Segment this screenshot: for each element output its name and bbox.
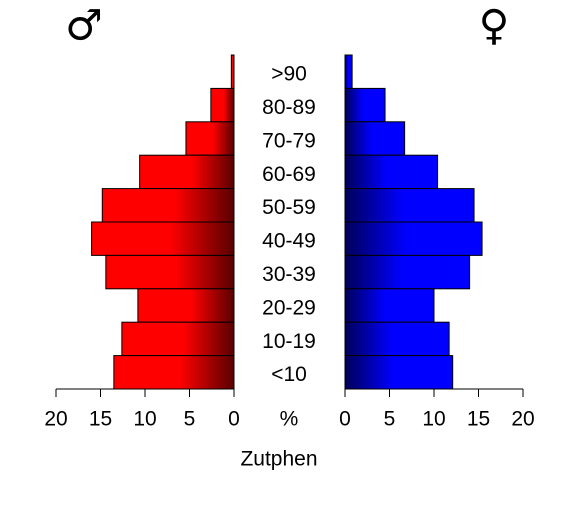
x-tick-label: 20 xyxy=(44,408,67,431)
bar xyxy=(121,321,235,357)
bar xyxy=(344,254,471,290)
x-tick-label: 20 xyxy=(511,408,534,431)
legend-symbol: ♂ xyxy=(65,1,103,50)
legend-symbol: ♀ xyxy=(479,1,510,50)
bar xyxy=(137,288,235,323)
bar xyxy=(344,321,450,357)
category-label: 40-49 xyxy=(262,230,316,253)
category-label: 30-39 xyxy=(262,263,316,286)
category-label: >90 xyxy=(271,63,307,86)
bar xyxy=(113,355,235,390)
bar xyxy=(344,288,435,323)
x-tick-label: 0 xyxy=(228,408,240,431)
axis-label: % xyxy=(280,408,299,431)
bar xyxy=(344,355,454,390)
category-label: 10-19 xyxy=(262,330,316,353)
bar xyxy=(91,221,235,256)
x-tick-label: 15 xyxy=(467,408,490,431)
category-label: 80-89 xyxy=(262,96,316,119)
bar xyxy=(344,154,439,190)
bar xyxy=(344,221,483,256)
x-tick-label: 0 xyxy=(339,408,351,431)
x-tick-label: 5 xyxy=(384,408,396,431)
category-label: 70-79 xyxy=(262,129,316,152)
category-label: 60-69 xyxy=(262,163,316,186)
bar xyxy=(139,154,235,190)
bar xyxy=(344,121,406,156)
x-tick-label: 15 xyxy=(89,408,112,431)
bar xyxy=(344,54,353,89)
category-label: <10 xyxy=(271,363,307,386)
bar xyxy=(185,121,235,156)
bar xyxy=(105,254,235,290)
bar xyxy=(344,188,475,223)
x-tick-label: 10 xyxy=(422,408,445,431)
bar xyxy=(101,188,235,223)
x-tick-label: 10 xyxy=(133,408,156,431)
category-label: 20-29 xyxy=(262,296,316,319)
chart-title: Zutphen xyxy=(240,448,317,471)
category-label: 50-59 xyxy=(262,196,316,219)
bar xyxy=(230,54,235,89)
x-tick-label: 5 xyxy=(184,408,196,431)
bar xyxy=(210,87,235,123)
bar xyxy=(344,87,386,123)
